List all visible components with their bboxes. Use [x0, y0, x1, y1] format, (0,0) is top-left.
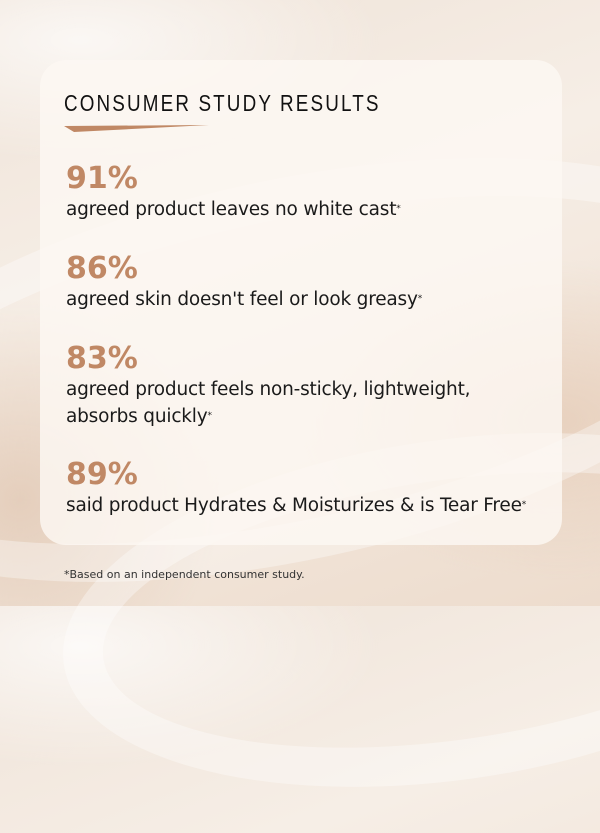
stat-description: agreed skin doesn't feel or look greasy*	[66, 289, 423, 310]
stat-item: 83% agreed product feels non-sticky, lig…	[66, 341, 471, 430]
stat-item: 91% agreed product leaves no white cast*	[66, 162, 401, 223]
stat-description: agreed product leaves no white cast*	[66, 199, 401, 220]
title-underline	[64, 125, 209, 132]
stat-description: agreed product feels non-sticky, lightwe…	[66, 379, 471, 427]
footnote: *Based on an independent consumer study.	[64, 568, 305, 581]
results-card	[40, 60, 562, 545]
stat-percent: 83%	[66, 341, 138, 376]
stat-description: said product Hydrates & Moisturizes & is…	[66, 495, 527, 516]
stat-item: 86% agreed skin doesn't feel or look gre…	[66, 252, 422, 313]
stat-percent: 91%	[66, 161, 138, 196]
stat-percent: 89%	[66, 457, 138, 492]
page-title: CONSUMER STUDY RESULTS	[64, 90, 381, 116]
stat-item: 89% said product Hydrates & Moisturizes …	[66, 458, 526, 519]
stat-percent: 86%	[66, 251, 138, 286]
